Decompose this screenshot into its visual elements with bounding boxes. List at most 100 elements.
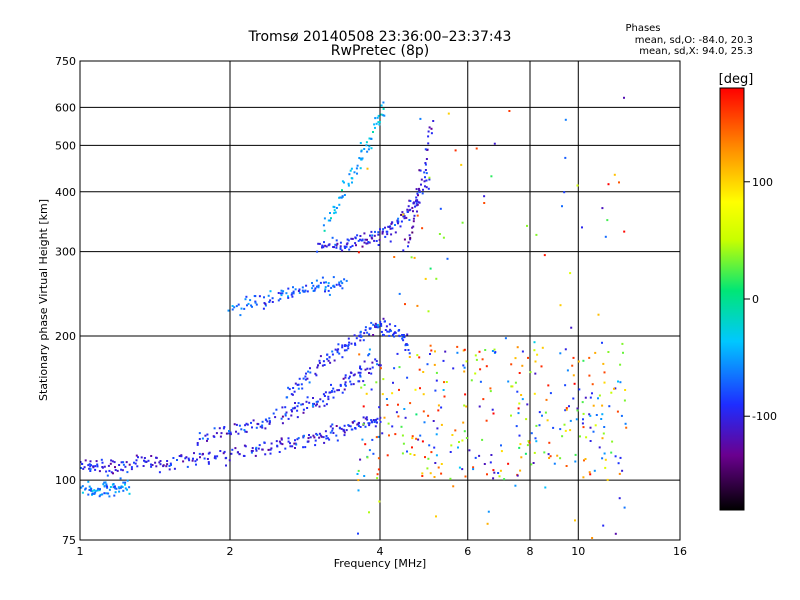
data-point — [199, 456, 201, 459]
data-point — [425, 179, 428, 182]
data-point — [368, 241, 371, 244]
data-point — [254, 295, 257, 298]
data-point — [338, 281, 341, 284]
data-point — [341, 287, 344, 290]
data-point — [334, 348, 337, 351]
data-point — [311, 405, 314, 407]
data-point — [144, 460, 147, 463]
data-point — [289, 442, 291, 445]
data-point — [382, 228, 385, 231]
data-point — [559, 304, 562, 307]
data-point — [457, 446, 459, 449]
data-point — [582, 359, 585, 362]
data-point — [98, 495, 101, 498]
data-point — [400, 213, 403, 216]
data-point — [110, 471, 113, 474]
data-point — [347, 182, 350, 185]
data-point — [411, 446, 413, 449]
x-tick-label: 1 — [77, 545, 84, 558]
data-point — [405, 343, 407, 346]
data-point — [151, 464, 154, 466]
data-point — [90, 488, 93, 490]
data-point — [302, 411, 305, 414]
data-point — [314, 444, 317, 447]
data-point — [362, 416, 365, 419]
data-point — [343, 245, 346, 248]
data-point — [374, 230, 376, 233]
data-point — [360, 335, 363, 338]
data-point — [106, 486, 109, 489]
data-point — [438, 233, 441, 235]
data-point — [346, 242, 349, 245]
data-point — [413, 454, 416, 456]
data-point — [343, 434, 346, 437]
data-point — [309, 367, 311, 370]
data-point — [354, 236, 357, 239]
data-point — [376, 363, 379, 366]
data-point — [614, 532, 617, 535]
data-point — [362, 423, 365, 426]
data-point — [407, 205, 410, 208]
data-point — [447, 112, 450, 115]
data-point — [486, 473, 488, 476]
data-point — [371, 421, 373, 424]
data-point — [345, 349, 348, 352]
data-point — [261, 448, 264, 451]
data-point — [379, 367, 382, 370]
data-point — [396, 352, 399, 355]
data-point — [357, 479, 360, 482]
data-point — [389, 227, 392, 230]
data-point — [203, 457, 206, 460]
data-point — [411, 437, 414, 440]
data-point — [350, 383, 353, 386]
data-point — [493, 142, 496, 145]
data-point — [268, 417, 271, 420]
data-point — [261, 426, 264, 429]
data-point — [220, 432, 223, 435]
data-point — [327, 395, 330, 398]
data-point — [374, 325, 377, 327]
data-point — [344, 381, 347, 384]
data-point — [235, 305, 238, 308]
data-point — [594, 351, 597, 354]
data-point — [306, 377, 309, 380]
data-point — [108, 495, 111, 498]
data-point — [285, 411, 288, 414]
data-point — [324, 288, 327, 291]
data-point — [329, 219, 332, 222]
data-point — [228, 459, 231, 462]
data-point — [318, 405, 321, 408]
data-point — [327, 398, 330, 401]
data-point — [591, 537, 594, 539]
data-point — [371, 438, 374, 441]
data-point — [443, 381, 445, 384]
data-point — [111, 460, 114, 463]
data-point — [398, 329, 401, 331]
data-point — [311, 282, 313, 284]
data-point — [321, 364, 324, 367]
data-point — [581, 401, 584, 404]
data-point — [125, 461, 128, 464]
data-point — [388, 434, 390, 437]
data-point — [342, 428, 345, 431]
data-point — [128, 463, 131, 466]
data-point — [80, 461, 82, 463]
data-point — [619, 363, 622, 366]
data-point — [176, 459, 178, 461]
data-point — [588, 374, 591, 377]
data-point — [606, 478, 609, 481]
data-point — [364, 238, 367, 241]
data-point — [578, 388, 581, 391]
data-point — [284, 413, 287, 416]
data-point — [572, 374, 575, 377]
data-point — [89, 468, 92, 471]
data-point — [357, 251, 360, 254]
data-point — [254, 454, 257, 457]
data-point — [287, 417, 290, 420]
data-point — [240, 428, 243, 431]
data-point — [484, 349, 487, 351]
data-point — [170, 464, 172, 466]
data-point — [332, 276, 335, 279]
data-point — [435, 433, 438, 436]
data-point — [147, 459, 150, 462]
